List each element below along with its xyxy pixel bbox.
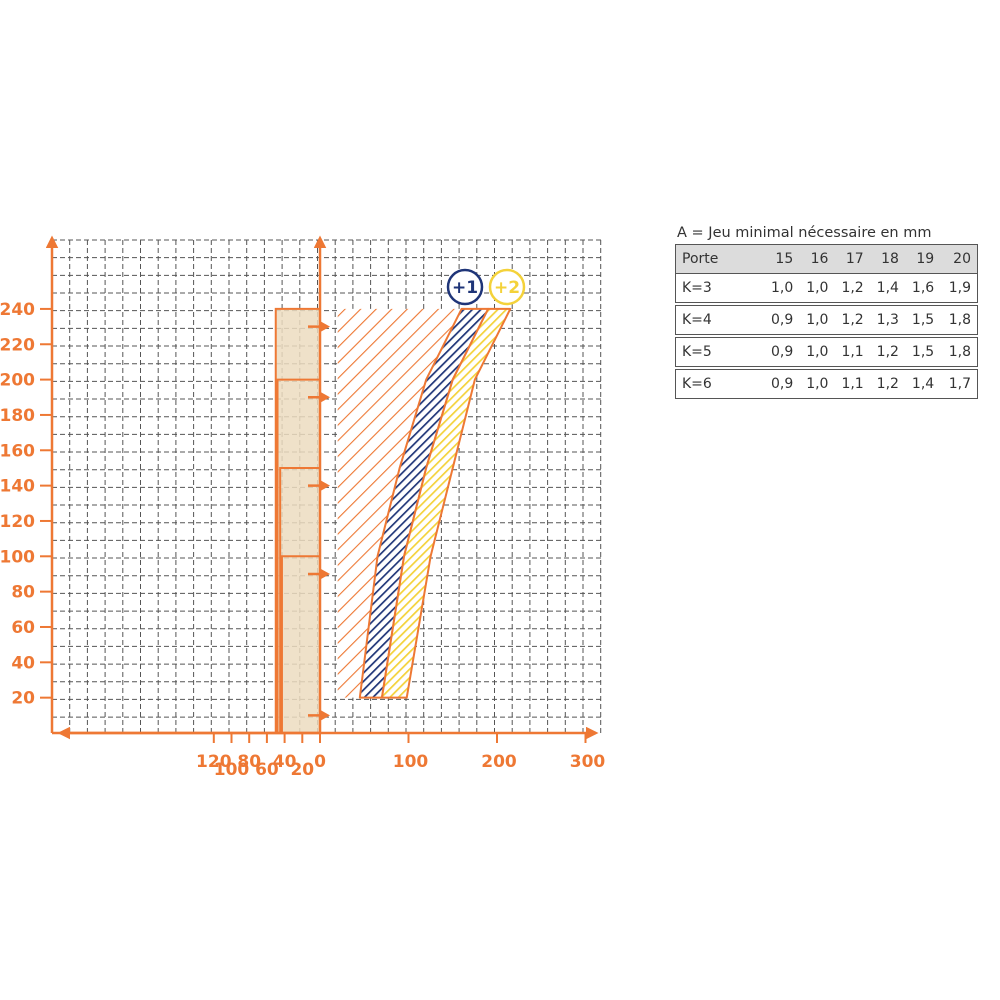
table-cell: 1,4	[900, 369, 937, 399]
band-badge-circle	[446, 268, 484, 306]
hinge-zones	[274, 307, 320, 733]
band-badge-label: +2	[494, 278, 520, 298]
row-label: K=4	[675, 305, 760, 335]
band-badge-label: +1	[452, 278, 478, 298]
table-cell: 1,4	[865, 273, 901, 303]
table-cell: 1,2	[865, 337, 901, 367]
table-header-row: Porte 15 16 17 18 19 20	[675, 244, 979, 274]
x-tick-label: 0	[314, 752, 326, 772]
table-cell: 0,9	[760, 337, 796, 367]
band-2	[380, 307, 512, 699]
y-tick-label: 20	[11, 689, 35, 709]
y-tick-label: 80	[11, 583, 35, 603]
hinge-marker-arrow	[321, 321, 330, 332]
x-tick-label: 100	[214, 760, 250, 780]
table-row: K=3 1,0 1,0 1,2 1,4 1,6 1,9	[675, 273, 979, 303]
table-cell: 1,9	[936, 273, 979, 303]
hinge-marker-arrow	[321, 568, 330, 579]
hatched-zone	[337, 308, 462, 698]
hinge-zone-outline	[279, 466, 320, 733]
x-tick-label: 40	[273, 752, 297, 772]
header-cell: 17	[830, 244, 866, 274]
table-cell: 0,9	[760, 369, 796, 399]
hinge-marker-arrow	[321, 710, 330, 721]
table-cell: 1,7	[936, 369, 979, 399]
table-row: K=5 0,9 1,0 1,1 1,2 1,5 1,8	[675, 337, 979, 367]
y-tick-label: 60	[11, 618, 35, 638]
y-tick-label: 240	[0, 300, 35, 320]
clearance-table: Porte 15 16 17 18 19 20 K=3 1,0 1,0 1,2 …	[675, 244, 979, 399]
clearance-table-panel: A = Jeu minimal nécessaire en mm Porte 1…	[675, 225, 980, 399]
hatched-area	[337, 308, 462, 698]
table-row: K=6 0,9 1,0 1,1 1,2 1,4 1,7	[675, 369, 979, 399]
hinge-zone-outline	[274, 307, 320, 733]
y-tick-label: 120	[0, 512, 35, 532]
hinge-zone-outline	[276, 378, 320, 733]
header-cell: 18	[865, 244, 901, 274]
x-tick-label: 20	[290, 760, 314, 780]
table-cell: 1,0	[795, 305, 831, 335]
table-cell: 1,0	[795, 369, 831, 399]
table-title: A = Jeu minimal nécessaire en mm	[677, 225, 932, 241]
table-cell: 1,5	[900, 305, 937, 335]
table-cell: 1,2	[830, 273, 866, 303]
y-tick-label: 100	[0, 547, 35, 567]
row-label: K=3	[675, 273, 760, 303]
y-tick-label: 180	[0, 406, 35, 426]
table-cell: 1,6	[900, 273, 937, 303]
table-row: K=4 0,9 1,0 1,2 1,3 1,5 1,8	[675, 305, 979, 335]
row-label: K=6	[675, 369, 760, 399]
table-cell: 1,0	[760, 273, 796, 303]
table-cell: 1,2	[830, 305, 866, 335]
hinge-zone-outline	[280, 555, 320, 733]
x-tick-label: 80	[237, 752, 261, 772]
header-cell: 20	[936, 244, 979, 274]
hinge-marker-arrow	[321, 480, 330, 491]
row-label: K=5	[675, 337, 760, 367]
x-tick-label: 200	[481, 752, 517, 772]
header-cell: 19	[900, 244, 937, 274]
band-badge-circle	[488, 268, 526, 306]
y-tick-label: 220	[0, 335, 35, 355]
hinge-markers	[308, 321, 330, 721]
table-cell: 1,8	[936, 305, 979, 335]
table-cell: 0,9	[760, 305, 796, 335]
y-tick-label: 160	[0, 441, 35, 461]
x-tick-label: 300	[570, 752, 606, 772]
header-cell: Porte	[675, 244, 760, 274]
table-cell: 1,1	[830, 337, 866, 367]
table-cell: 1,1	[830, 369, 866, 399]
header-cell: 16	[795, 244, 831, 274]
table-cell: 1,2	[865, 369, 901, 399]
x-tick-label: 60	[255, 760, 279, 780]
y-tick-label: 140	[0, 477, 35, 497]
x-tick-label: 100	[393, 752, 429, 772]
table-cell: 1,8	[936, 337, 979, 367]
y-tick-label: 200	[0, 371, 35, 391]
header-cell: 15	[760, 244, 796, 274]
hinge-marker-arrow	[321, 392, 330, 403]
x-tick-label: 120	[196, 752, 232, 772]
table-cell: 1,3	[865, 305, 901, 335]
table-cell: 1,5	[900, 337, 937, 367]
y-tick-label: 40	[11, 653, 35, 673]
table-cell: 1,0	[795, 337, 831, 367]
band-badges: +1 +2	[446, 268, 526, 306]
clearance-bands	[358, 307, 512, 699]
table-cell: 1,0	[795, 273, 831, 303]
